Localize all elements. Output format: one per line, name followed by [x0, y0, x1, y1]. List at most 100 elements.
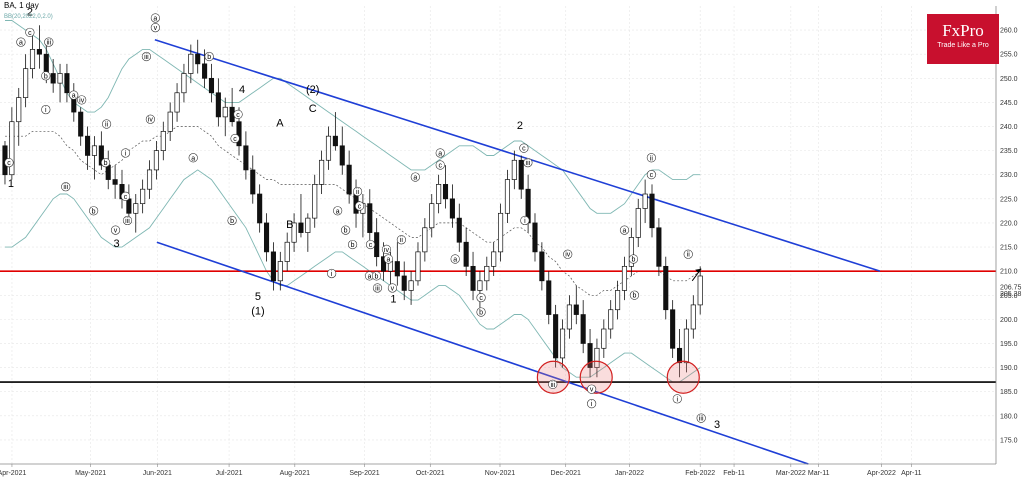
candle-body	[422, 227, 428, 253]
wave-label-small: a	[153, 15, 157, 22]
y-tick-label: 230.0	[1000, 172, 1018, 179]
candle-body	[367, 203, 373, 233]
candle-body	[291, 222, 297, 243]
wave-label-ring	[188, 153, 198, 163]
wave-label-ring	[41, 71, 51, 81]
wave-label-ring	[396, 235, 406, 245]
wave-label-ring	[476, 307, 486, 317]
wave-label-ring	[4, 157, 14, 168]
candle-body	[126, 198, 132, 214]
candle-body	[16, 97, 22, 123]
candle-body	[484, 265, 490, 282]
wave-label-small: ii	[105, 122, 109, 129]
wave-label-ring	[354, 201, 365, 211]
candle-body	[98, 145, 104, 166]
candle-body	[222, 106, 228, 118]
wave-label-ring	[233, 109, 243, 119]
wave-label-small: b	[351, 242, 355, 249]
y-tick-label: 185.0	[1000, 389, 1018, 396]
candle-body	[319, 159, 325, 185]
wave-label-small: b	[92, 208, 96, 215]
wave-label-small: b	[344, 228, 348, 235]
candle-body	[401, 275, 407, 291]
y-tick-label: 200.0	[1000, 317, 1018, 324]
wave-label-small: b	[230, 218, 234, 225]
x-tick-label: Jul-2021	[216, 470, 243, 477]
candles	[2, 25, 703, 378]
candle-body	[57, 73, 63, 84]
wave-label-ring	[587, 384, 597, 394]
candle-body	[539, 251, 545, 282]
wave-label-ring	[16, 37, 26, 47]
candle-body	[339, 145, 345, 166]
candle-body	[449, 198, 455, 219]
candle-body	[628, 237, 634, 267]
wave-label-small: b	[44, 73, 48, 80]
wave-label-ring	[587, 399, 597, 409]
candle-body	[642, 193, 648, 209]
y-tick-label: 210.0	[1000, 269, 1018, 276]
candle-body	[511, 159, 517, 180]
y-tick-label: 240.0	[1000, 124, 1018, 131]
candle-body	[332, 135, 338, 147]
x-tick-label: Apr-2021	[0, 470, 26, 477]
candle-body	[656, 227, 662, 267]
wave-label-ring	[89, 206, 99, 216]
wave-label-ring	[548, 379, 558, 389]
candle-body	[608, 309, 614, 330]
wave-label-ring	[371, 271, 382, 281]
wave-label-small: c	[124, 194, 128, 201]
wave-label-ring	[523, 157, 533, 168]
wave-label-ring	[383, 254, 394, 264]
candle-body	[394, 261, 400, 277]
wave-label-small: b	[479, 310, 483, 317]
wave-label-ring	[629, 290, 640, 300]
wave-label-ring	[387, 283, 398, 293]
wave-label-small: c	[369, 242, 373, 249]
wave-label-ring	[141, 51, 152, 62]
wave-label-ring	[150, 13, 160, 23]
wave-label-small: iii	[375, 285, 380, 292]
wave-label-small: c	[438, 163, 442, 170]
candle-body	[491, 251, 497, 267]
candle-body	[243, 145, 249, 171]
y-tick-label: 235.0	[1000, 148, 1018, 155]
wave-label-ring	[110, 225, 121, 235]
wave-label-small: c	[358, 203, 362, 210]
candle-body	[305, 217, 311, 233]
wave-label: (1)	[251, 306, 264, 318]
bb-lower-band	[5, 169, 701, 383]
wave-label-small: i	[331, 271, 333, 278]
wave-label-small: a	[19, 40, 23, 47]
wave-label-ring	[61, 182, 71, 192]
x-tick-label: Feb-2022	[685, 470, 715, 477]
candle-body	[442, 184, 449, 200]
indicator-label: BB(20,2022,0,2.0)	[4, 14, 53, 20]
wave-label-small: i	[125, 150, 127, 157]
wave-label-ring	[41, 104, 51, 115]
wave-label: 1	[8, 178, 14, 190]
candle-body	[50, 73, 56, 84]
wave-label: (2)	[306, 84, 319, 96]
wave-label-ring	[69, 90, 79, 100]
wave-label-small: b	[632, 293, 636, 300]
candle-body	[167, 111, 173, 132]
price-label-upper: 206.75	[1000, 284, 1022, 291]
candle-body	[635, 208, 641, 238]
candle-body	[91, 145, 98, 156]
x-tick-label: Feb-11	[723, 470, 745, 477]
candle-body	[146, 169, 153, 190]
wave-label-ring	[696, 413, 706, 423]
wave-label-small: b	[207, 54, 211, 61]
wave-label-ring	[327, 268, 337, 279]
candle-body	[587, 343, 593, 368]
wave-label-small: v	[590, 387, 594, 394]
y-tick-label: 215.0	[1000, 245, 1018, 252]
x-tick-label: Apr-11	[901, 470, 922, 477]
wave-label-small: ii	[356, 189, 360, 196]
candle-body	[470, 265, 476, 291]
candle-body	[663, 265, 669, 311]
projection-arrow	[691, 268, 702, 282]
